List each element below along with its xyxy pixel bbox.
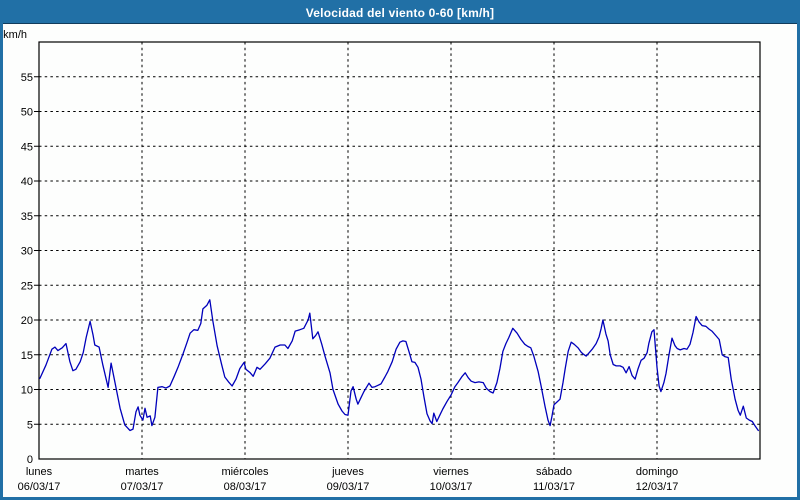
x-date-label: 12/03/17 bbox=[636, 481, 679, 493]
y-tick-label: 10 bbox=[21, 385, 33, 397]
x-date-label: 07/03/17 bbox=[121, 481, 164, 493]
plot-border bbox=[38, 41, 761, 460]
y-axis-unit-label: km/h bbox=[3, 29, 27, 41]
x-date-label: 11/03/17 bbox=[533, 481, 575, 493]
wind-speed-chart: 0 5 10 15 20 25 30 35 40 45 50 55 km/h lunes 06/03/17 m… bbox=[3, 29, 761, 493]
y-tick-label: 40 bbox=[21, 176, 33, 188]
y-tick-label: 35 bbox=[21, 211, 33, 223]
x-date-label: 09/03/17 bbox=[327, 481, 370, 493]
y-tick-label: 30 bbox=[21, 246, 33, 258]
y-tick-label: 5 bbox=[27, 419, 33, 431]
x-day-label: miércoles bbox=[221, 466, 269, 478]
x-day-label: martes bbox=[125, 466, 159, 478]
x-day-label: sábado bbox=[536, 466, 572, 478]
y-tick-label: 50 bbox=[21, 107, 33, 119]
chart-title: Velocidad del viento 0-60 [km/h] bbox=[305, 6, 495, 20]
x-day-label: viernes bbox=[433, 466, 469, 478]
x-date-label: 10/03/17 bbox=[430, 481, 473, 493]
title-bar: Velocidad del viento 0-60 [km/h] bbox=[3, 3, 797, 24]
y-tick-label: 15 bbox=[21, 350, 33, 362]
x-day-label: jueves bbox=[331, 466, 364, 478]
x-day-label: lunes bbox=[26, 466, 53, 478]
y-tick-label: 45 bbox=[21, 141, 33, 153]
y-tick-label: 25 bbox=[21, 280, 33, 292]
y-tick-label: 55 bbox=[21, 72, 33, 84]
x-date-label: 08/03/17 bbox=[224, 481, 267, 493]
y-tick-label: 20 bbox=[21, 315, 33, 327]
y-tick-label: 0 bbox=[27, 454, 33, 466]
x-day-label: domingo bbox=[636, 466, 678, 478]
wind-speed-line bbox=[39, 299, 759, 432]
x-date-label: 06/03/17 bbox=[18, 481, 61, 493]
